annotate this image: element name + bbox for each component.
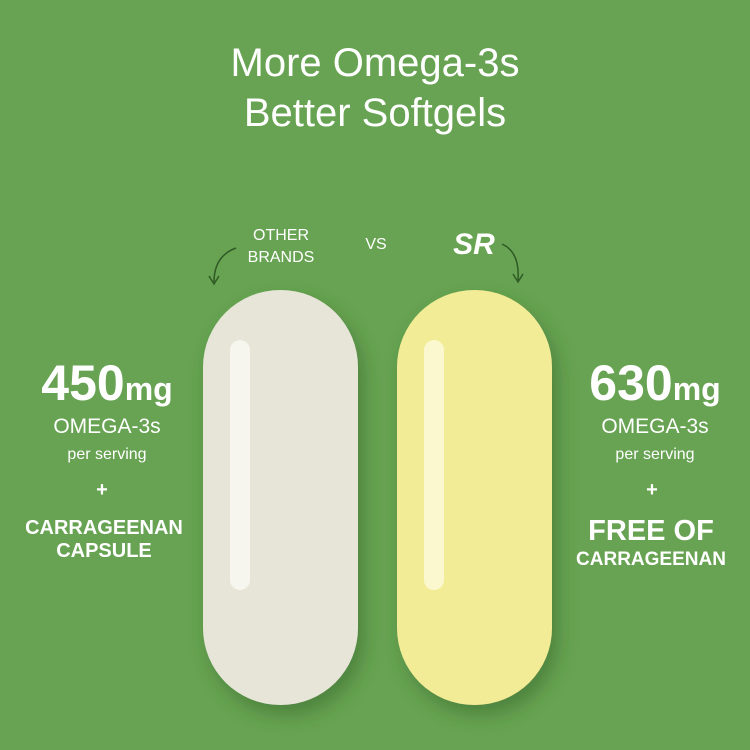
feature-line: FREE OF xyxy=(588,515,714,547)
amount-unit: mg xyxy=(125,371,173,407)
amount-unit: mg xyxy=(673,371,721,407)
nutrient: OMEGA-3s xyxy=(601,415,708,438)
basis: per serving xyxy=(615,446,694,463)
arrow xyxy=(213,247,237,283)
amount: 450mg xyxy=(41,355,172,411)
basis: per serving xyxy=(67,446,146,463)
feature-line: CAPSULE xyxy=(56,540,152,562)
highlight xyxy=(230,340,250,590)
plus: + xyxy=(96,479,108,501)
nutrient: OMEGA-3s xyxy=(53,415,160,438)
logo: SR xyxy=(453,228,495,261)
feature-line: CARRAGEENAN xyxy=(25,517,183,539)
label-line: OTHER xyxy=(253,227,309,244)
label-line: BRANDS xyxy=(248,249,315,266)
softgel-sr xyxy=(397,290,552,705)
highlight xyxy=(424,340,444,590)
plus: + xyxy=(646,479,658,501)
softgel-other xyxy=(203,290,358,705)
amount-number: 450 xyxy=(41,355,124,411)
amount-number: 630 xyxy=(589,355,672,411)
versus: VS xyxy=(365,236,386,253)
feature-line: CARRAGEENAN xyxy=(576,549,726,570)
arrow-head xyxy=(208,275,220,286)
amount: 630mg xyxy=(589,355,720,411)
title-line: More Omega-3s xyxy=(231,41,520,85)
arrow xyxy=(501,243,519,281)
title-line: Better Softgels xyxy=(244,91,506,135)
arrow-head xyxy=(512,273,524,284)
